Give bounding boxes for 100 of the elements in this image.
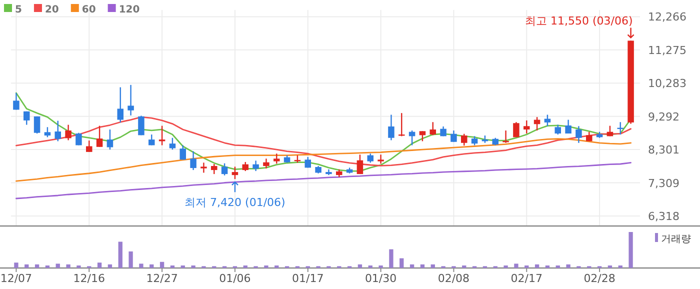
- y-tick-label: 10,283: [648, 77, 686, 90]
- candlestick: [86, 140, 92, 153]
- candlestick: [388, 114, 394, 141]
- candlestick: [13, 92, 20, 110]
- x-tick-label: 01/06: [219, 272, 251, 285]
- candlestick: [211, 163, 218, 175]
- x-tick-label: 02/28: [584, 272, 616, 285]
- bar: [24, 264, 29, 268]
- x-tick-label: 12/27: [146, 272, 178, 285]
- bar: [514, 264, 518, 268]
- bar: [128, 251, 133, 268]
- bar: [462, 265, 466, 268]
- bar: [400, 258, 404, 268]
- candlestick: [138, 115, 144, 136]
- bar: [556, 265, 560, 268]
- candlestick: [367, 153, 374, 164]
- y-tick-label: 11,275: [648, 44, 686, 57]
- x-tick-label: 02/08: [438, 272, 470, 285]
- x-tick-label: 12/16: [73, 272, 105, 285]
- bar: [76, 265, 81, 268]
- bar: [566, 264, 570, 268]
- bar: [524, 265, 529, 268]
- candlestick: [190, 150, 196, 171]
- candlestick: [44, 126, 51, 138]
- bar: [274, 265, 279, 268]
- bar: [368, 265, 372, 268]
- bar: [180, 265, 185, 268]
- annotation: 최고 11,550 (03/06): [525, 14, 633, 28]
- bar: [191, 265, 196, 268]
- bar: [243, 265, 248, 268]
- legend-label: 20: [44, 4, 59, 16]
- candlestick: [96, 125, 103, 148]
- x-tick-label: 01/17: [292, 272, 324, 285]
- candlestick: [430, 122, 436, 136]
- legend-label: 120: [118, 4, 140, 16]
- bar: [160, 262, 164, 268]
- legend-label: 거래량: [661, 234, 691, 245]
- bar: [410, 264, 414, 268]
- bar: [150, 264, 154, 268]
- bar: [264, 265, 268, 268]
- candlestick: [471, 136, 478, 146]
- bar: [378, 265, 383, 268]
- bar: [14, 262, 18, 268]
- y-tick-label: 7,309: [648, 176, 680, 190]
- y-tick-label: 9,292: [648, 110, 680, 124]
- candlestick: [24, 110, 30, 126]
- candlestick: [274, 153, 280, 164]
- bar: [545, 265, 550, 268]
- candlestick: [554, 124, 561, 136]
- candlestick: [65, 124, 72, 141]
- y-tick-label: 8,301: [648, 144, 680, 157]
- bar: [358, 264, 362, 268]
- bar: [108, 264, 112, 268]
- candlestick: [117, 86, 124, 124]
- candlestick: [128, 84, 134, 116]
- candlestick: [263, 158, 270, 169]
- candlestick: [169, 137, 176, 150]
- bar: [139, 264, 144, 268]
- candlestick: [513, 122, 520, 138]
- candlestick: [450, 130, 457, 142]
- bar: [389, 249, 394, 268]
- bar: [34, 264, 40, 268]
- bar: [618, 265, 622, 268]
- bar: [66, 264, 70, 268]
- candlestick: [565, 119, 572, 134]
- candlestick: [200, 162, 207, 174]
- bar: [504, 265, 508, 268]
- legend-label: 60: [82, 4, 96, 16]
- bar: [608, 265, 612, 268]
- legend-label: 5: [15, 4, 22, 16]
- candlestick: [221, 162, 228, 176]
- candlestick: [356, 154, 364, 175]
- candlestick: [106, 128, 114, 150]
- candlestick: [232, 166, 238, 180]
- candlestick: [419, 130, 426, 142]
- candlestick: [378, 154, 384, 164]
- x-tick-label: 02/17: [510, 272, 542, 285]
- candlestick: [252, 160, 259, 172]
- candlestick: [54, 120, 61, 142]
- bar: [118, 242, 122, 268]
- candlestick: [524, 120, 530, 134]
- y-tick-label: 12,266: [648, 10, 686, 24]
- candlestick: [242, 161, 248, 172]
- bar: [45, 265, 50, 268]
- x-tick-label: 01/30: [364, 272, 397, 285]
- candlestick: [576, 126, 582, 144]
- candlestick: [544, 114, 551, 127]
- annotation: 최저 7,420 (01/06): [184, 196, 286, 210]
- candlestick: [34, 116, 40, 134]
- bar: [534, 264, 540, 268]
- candlestick: [76, 132, 82, 146]
- bar: [628, 232, 633, 268]
- bar: [56, 264, 60, 268]
- candlestick: [180, 144, 186, 160]
- x-tick-label: 12/07: [0, 272, 32, 285]
- bar: [170, 265, 175, 268]
- line-series: [16, 162, 632, 200]
- candlestick: [461, 133, 468, 146]
- y-tick-label: 6,318: [648, 210, 680, 223]
- bar: [420, 264, 425, 268]
